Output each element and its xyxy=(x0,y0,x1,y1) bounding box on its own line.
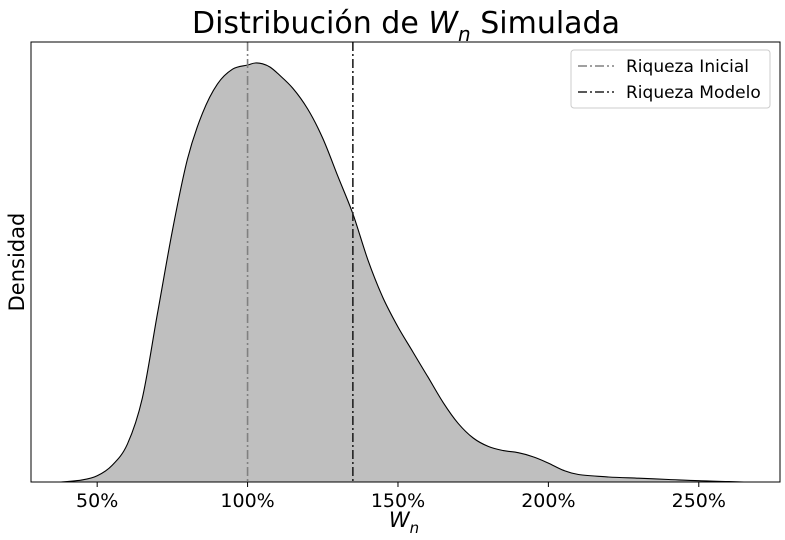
density-area xyxy=(61,62,744,482)
x-tick-label: 200% xyxy=(521,490,575,512)
x-axis: 50% 100% 150% 200% 250% xyxy=(76,482,726,512)
x-tick-label: 100% xyxy=(220,490,274,512)
x-tick-label: 250% xyxy=(672,490,726,512)
legend-label-riqueza-inicial: Riqueza Inicial xyxy=(626,57,749,77)
y-axis-label: Densidad xyxy=(5,213,29,312)
density-curve xyxy=(61,62,744,483)
legend-label-riqueza-modelo: Riqueza Modelo xyxy=(626,83,761,103)
chart-title: Distribución de Wn Simulada xyxy=(192,6,620,46)
plot-frame xyxy=(30,41,781,483)
legend-box xyxy=(570,49,771,109)
plot-area xyxy=(30,41,781,483)
x-axis-label: Wn xyxy=(389,508,419,537)
legend: Riqueza Inicial Riqueza Modelo xyxy=(570,49,771,109)
x-tick-label: 150% xyxy=(371,490,425,512)
x-tick-label: 50% xyxy=(76,490,118,512)
